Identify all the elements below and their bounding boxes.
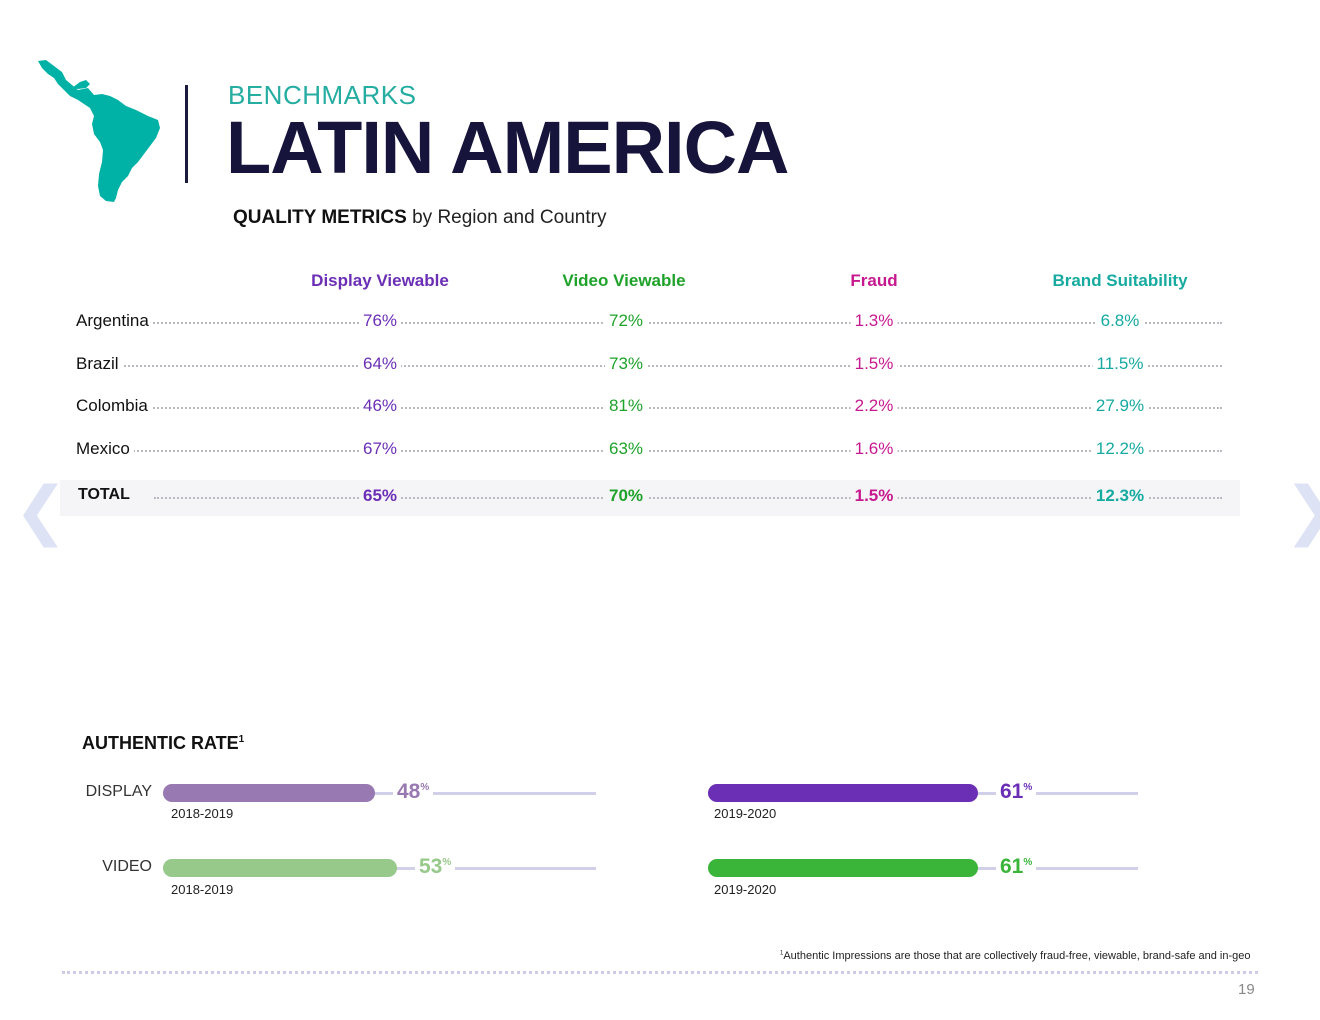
display-viewable-value: 67% <box>358 439 402 459</box>
display-label: DISPLAY <box>85 783 152 800</box>
display-viewable-value: 64% <box>358 354 402 374</box>
country-name: Mexico <box>76 439 134 459</box>
video-prev-period: 2018-2019 <box>171 882 234 897</box>
table-row: Argentina 76% 72% 1.3% 6.8% <box>60 305 1240 341</box>
page-title: LATIN AMERICA <box>226 106 789 189</box>
display-prev-track <box>163 792 596 795</box>
display-prev-period: 2018-2019 <box>171 806 234 821</box>
brand-suitability-value: 27.9% <box>1091 396 1149 416</box>
fraud-total: 1.5% <box>850 486 898 506</box>
chevron-left-icon[interactable]: ❮ <box>14 474 68 546</box>
country-name: Brazil <box>76 354 123 374</box>
display-curr-bar <box>708 784 978 802</box>
display-prev-percent: 48% <box>393 780 434 804</box>
header-divider <box>185 85 188 183</box>
video-viewable-value: 63% <box>604 439 648 459</box>
brand-suitability-value: 6.8% <box>1096 311 1144 331</box>
subtitle: QUALITY METRICS by Region and Country <box>233 207 606 229</box>
brand-suitability-value: 11.5% <box>1092 354 1148 374</box>
video-prev-bar <box>163 859 397 877</box>
display-curr-period: 2019-2020 <box>714 806 777 821</box>
fraud-value: 1.5% <box>850 354 898 374</box>
brand-suitability-value: 12.2% <box>1091 439 1149 459</box>
fraud-value: 2.2% <box>850 396 898 416</box>
page-number: 19 <box>1238 981 1255 998</box>
total-label: TOTAL <box>78 486 134 504</box>
chevron-right-icon[interactable]: ❯ <box>1284 478 1320 542</box>
display-curr-percent: 61% <box>996 780 1037 804</box>
footer-divider <box>62 971 1258 974</box>
video-viewable-value: 73% <box>604 354 648 374</box>
brand-suitability-total: 12.3% <box>1091 486 1149 506</box>
display-viewable-total: 65% <box>358 486 402 506</box>
col-header-fraud: Fraud <box>850 271 898 290</box>
subtitle-rest: by Region and Country <box>406 207 607 228</box>
fraud-value: 1.3% <box>850 311 898 331</box>
video-curr-period: 2019-2020 <box>714 882 777 897</box>
table-total-row: TOTAL 65% 70% 1.5% 12.3% <box>60 480 1240 516</box>
table-row: Colombia 46% 81% 2.2% 27.9% <box>60 390 1240 426</box>
table-row: Brazil 64% 73% 1.5% 11.5% <box>60 348 1240 384</box>
video-prev-percent: 53% <box>415 855 456 879</box>
col-header-display-viewable: Display Viewable <box>311 271 449 290</box>
fraud-value: 1.6% <box>850 439 898 459</box>
col-header-video-viewable: Video Viewable <box>562 271 686 290</box>
country-name: Argentina <box>76 311 153 331</box>
country-name: Colombia <box>76 396 152 416</box>
video-label: VIDEO <box>102 858 152 875</box>
display-prev-bar <box>163 784 375 802</box>
display-viewable-value: 46% <box>358 396 402 416</box>
video-viewable-total: 70% <box>604 486 648 506</box>
video-curr-percent: 61% <box>996 855 1037 879</box>
section-kicker: BENCHMARKS <box>228 80 417 110</box>
video-curr-bar <box>708 859 978 877</box>
authentic-rate-title: AUTHENTIC RATE1 <box>82 733 245 753</box>
video-viewable-value: 81% <box>604 396 648 416</box>
subtitle-bold: QUALITY METRICS <box>233 207 407 228</box>
display-viewable-value: 76% <box>358 311 402 331</box>
latin-america-map-icon <box>38 60 160 202</box>
table-row: Mexico 67% 63% 1.6% 12.2% <box>60 433 1240 469</box>
footnote: 1Authentic Impressions are those that ar… <box>780 950 1251 962</box>
video-viewable-value: 72% <box>604 311 648 331</box>
col-header-brand-suitability: Brand Suitability <box>1052 271 1188 290</box>
